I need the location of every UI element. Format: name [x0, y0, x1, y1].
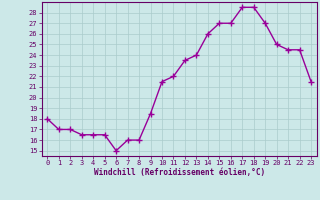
X-axis label: Windchill (Refroidissement éolien,°C): Windchill (Refroidissement éolien,°C) [94, 168, 265, 177]
